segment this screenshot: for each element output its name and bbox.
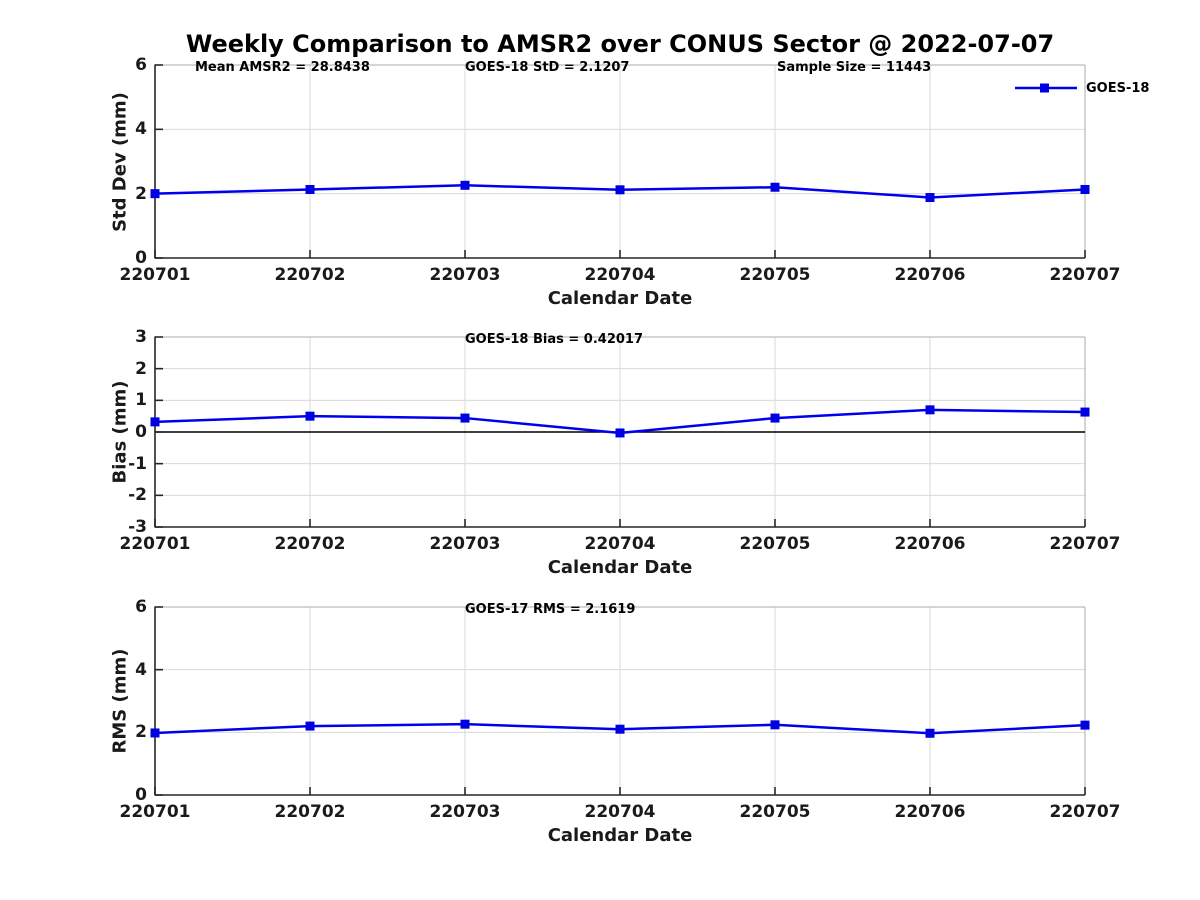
ytick-label: -2	[128, 485, 147, 506]
xtick-label: 220702	[274, 534, 346, 554]
xtick-label: 220705	[739, 802, 811, 822]
data-point-marker	[925, 193, 935, 203]
xtick-label: 220705	[739, 265, 811, 285]
legend-line-marker-icon	[1015, 83, 1077, 93]
figure-title: Weekly Comparison to AMSR2 over CONUS Se…	[185, 30, 1055, 58]
data-point-marker	[460, 180, 470, 190]
ytick-label: 0	[135, 785, 147, 805]
data-point-marker	[925, 728, 935, 738]
data-point-marker	[615, 724, 625, 734]
data-point-marker	[150, 189, 160, 199]
ytick-label: 6	[135, 597, 147, 617]
stat-annotation: GOES-18 Bias = 0.42017	[465, 332, 644, 347]
data-point-marker	[615, 428, 625, 438]
x-axis-label: Calendar Date	[547, 288, 693, 309]
xtick-label: 220703	[429, 802, 501, 822]
legend-label: GOES-18	[1086, 80, 1150, 96]
y-axis-label: Std Dev (mm)	[109, 91, 131, 232]
xtick-label: 220704	[584, 802, 656, 822]
stat-annotation: GOES-17 RMS = 2.1619	[465, 602, 636, 617]
xtick-label: 220705	[739, 534, 811, 554]
xtick-label: 220702	[274, 802, 346, 822]
legend: GOES-18	[1014, 80, 1149, 96]
data-point-marker	[770, 413, 780, 423]
data-point-marker	[305, 184, 315, 194]
xtick-label: 220703	[429, 534, 501, 554]
data-point-marker	[770, 182, 780, 192]
data-point-marker	[770, 720, 780, 730]
xtick-label: 220706	[894, 802, 966, 822]
x-axis-label: Calendar Date	[547, 557, 693, 578]
stat-annotation: Mean AMSR2 = 28.8438	[195, 60, 370, 75]
xtick-label: 220707	[1049, 802, 1121, 822]
xtick-label: 220701	[119, 265, 191, 285]
xtick-label: 220704	[584, 534, 656, 554]
data-point-marker	[150, 417, 160, 427]
ytick-label: 0	[135, 422, 147, 442]
data-point-marker	[150, 728, 160, 738]
stat-annotation: GOES-18 StD = 2.1207	[465, 60, 630, 75]
ytick-label: 6	[135, 55, 147, 75]
ytick-label: 2	[135, 183, 147, 204]
data-point-marker	[1080, 407, 1090, 417]
data-point-marker	[1080, 184, 1090, 194]
data-point-marker	[460, 413, 470, 423]
data-point-marker	[305, 411, 315, 421]
ytick-label: 1	[135, 390, 147, 411]
data-point-marker	[615, 185, 625, 195]
xtick-label: 220706	[894, 265, 966, 285]
data-point-marker	[305, 721, 315, 731]
xtick-label: 220703	[429, 265, 501, 285]
data-point-marker	[460, 719, 470, 729]
ytick-label: 2	[135, 358, 147, 379]
xtick-label: 220707	[1049, 534, 1121, 554]
ytick-label: 4	[135, 119, 147, 140]
ytick-label: 2	[135, 722, 147, 743]
ytick-label: 3	[135, 327, 147, 347]
ytick-label: -3	[128, 517, 147, 537]
ytick-label: -1	[128, 453, 147, 474]
xtick-label: 220701	[119, 802, 191, 822]
data-point-marker	[925, 405, 935, 415]
y-axis-label: Bias (mm)	[109, 380, 131, 484]
xtick-label: 220701	[119, 534, 191, 554]
xtick-label: 220702	[274, 265, 346, 285]
ytick-label: 0	[135, 248, 147, 268]
x-axis-label: Calendar Date	[547, 825, 693, 846]
xtick-label: 220707	[1049, 265, 1121, 285]
xtick-label: 220706	[894, 534, 966, 554]
xtick-label: 220704	[584, 265, 656, 285]
y-axis-label: RMS (mm)	[109, 648, 131, 754]
ytick-label: 4	[135, 659, 147, 680]
data-point-marker	[1080, 720, 1090, 730]
stat-annotation: Sample Size = 11443	[777, 60, 932, 75]
